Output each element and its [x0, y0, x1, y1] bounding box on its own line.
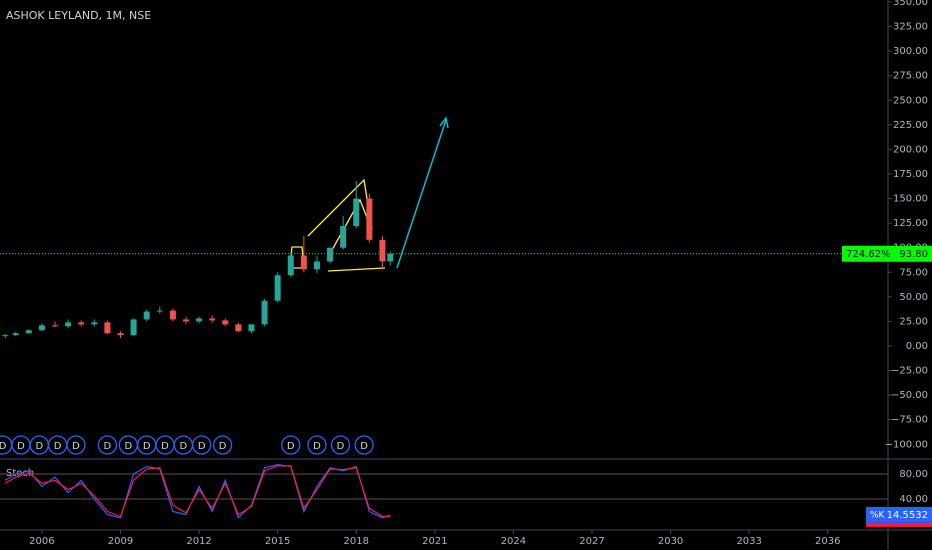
y-tick-label: 250.00 [893, 95, 928, 106]
dividend-label: D [198, 441, 206, 452]
y-tick-label: −75.00 [891, 415, 928, 426]
candle-body [2, 335, 9, 337]
dividend-label: D [219, 441, 227, 452]
x-tick-label: 2012 [186, 536, 211, 547]
candle-body [235, 324, 242, 332]
x-tick-label: 2015 [265, 536, 290, 547]
dividend-marker [330, 435, 351, 455]
stoch-d-box [866, 522, 932, 527]
stoch-line [4, 464, 391, 519]
candle-body [222, 320, 229, 325]
stoch-name: %K [870, 510, 886, 520]
candle-body [182, 319, 189, 322]
candle-body [143, 311, 150, 320]
x-tick-label: 2021 [422, 536, 447, 547]
dividend-marker [213, 435, 233, 455]
y-tick-label: 325.00 [893, 22, 928, 33]
candle-body [52, 325, 59, 327]
candle-body [25, 330, 32, 334]
candle-body [130, 319, 137, 336]
dividend-label: D [72, 441, 80, 452]
candle-body [261, 300, 268, 325]
candle-body [340, 226, 347, 248]
y-tick-label: 25.00 [899, 316, 928, 327]
candle-body [65, 322, 72, 327]
arrow-drawing [396, 116, 449, 269]
dividend-marker [307, 435, 327, 455]
dividend-label: D [180, 441, 188, 452]
x-tick-label: 2030 [658, 536, 683, 547]
dividend-label: D [104, 441, 112, 452]
candle-body [313, 261, 320, 270]
change-label: 724.62% [846, 249, 891, 260]
dividend-label: D [337, 441, 345, 452]
y-tick-label: −50.00 [891, 390, 928, 401]
candle-body [91, 322, 98, 325]
y-tick-label: 350.00 [893, 0, 928, 8]
dividend-label: D [17, 441, 25, 452]
y-tick-label: 0.00 [906, 341, 928, 352]
dividend-label: D [313, 441, 321, 452]
y-tick-label: 150.00 [893, 194, 928, 205]
candle-body [287, 255, 294, 276]
candle-body [387, 253, 394, 262]
dividend-label: D [143, 441, 151, 452]
x-tick-label: 2027 [579, 536, 604, 547]
candle-body [169, 310, 176, 320]
candle-body [274, 275, 281, 301]
y-tick-label: 50.00 [899, 292, 928, 303]
y-tick-label: 75.00 [899, 267, 928, 278]
candle-body [327, 247, 334, 262]
candle-body [248, 324, 255, 332]
x-tick-label: 2036 [815, 536, 840, 547]
dividend-marker [66, 435, 86, 455]
y-tick-label: 175.00 [893, 169, 928, 180]
candle-body [196, 318, 203, 322]
y-tick-label: −25.00 [891, 366, 928, 377]
y-tick-label: 200.00 [893, 144, 928, 155]
dividend-label: D [360, 441, 368, 452]
dividend-label: D [0, 441, 7, 452]
symbol-title: ASHOK LEYLAND, 1M, NSE [6, 9, 151, 22]
candle-body [156, 310, 163, 312]
last-price-label: 93.80 [899, 249, 928, 260]
y-tick-label: 225.00 [893, 120, 928, 131]
candle-body [104, 322, 111, 334]
x-tick-label: 2024 [501, 536, 526, 547]
dividend-label: D [125, 441, 133, 452]
dividend-label: D [54, 441, 62, 452]
candle-body [300, 255, 307, 270]
candle-body [117, 333, 124, 336]
candle-body [12, 333, 19, 336]
y-tick-label: 40.00 [899, 494, 928, 505]
y-tick-label: −100.00 [885, 439, 928, 450]
y-tick-label: 125.00 [893, 218, 928, 229]
x-tick-label: 2009 [108, 536, 133, 547]
y-tick-label: 80.00 [899, 469, 928, 480]
stoch-line [4, 465, 391, 518]
dividend-label: D [287, 441, 295, 452]
candle-body [209, 318, 216, 321]
x-tick-label: 2033 [736, 536, 761, 547]
dividend-marker [192, 435, 212, 455]
dividend-label: D [161, 441, 169, 452]
candle-body [366, 198, 373, 240]
dividend-marker [281, 435, 301, 455]
candle-body [78, 322, 85, 325]
stoch-last-box [866, 506, 932, 523]
dividend-marker [97, 435, 118, 455]
candle-body [38, 325, 45, 331]
x-tick-label: 2006 [29, 536, 54, 547]
candle-body [353, 198, 360, 227]
stoch-last-label: 14.5532 [887, 510, 928, 521]
x-tick-label: 2018 [344, 536, 369, 547]
y-tick-label: 275.00 [893, 71, 928, 82]
y-tick-label: 300.00 [893, 46, 928, 57]
dividend-label: D [35, 441, 43, 452]
last-price-box [842, 245, 932, 262]
candle-body [379, 239, 386, 262]
dividend-marker [354, 435, 374, 455]
